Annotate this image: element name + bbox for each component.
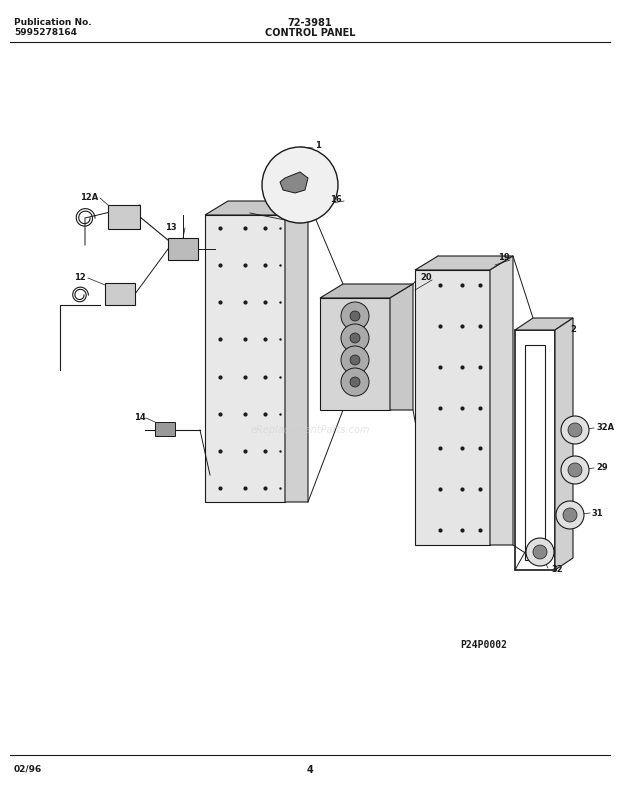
Text: 12A: 12A xyxy=(80,194,98,202)
Circle shape xyxy=(568,463,582,477)
Polygon shape xyxy=(415,256,513,270)
Text: 16: 16 xyxy=(330,195,342,205)
Polygon shape xyxy=(320,284,413,298)
Polygon shape xyxy=(320,298,390,410)
Circle shape xyxy=(350,377,360,387)
Text: 12: 12 xyxy=(74,274,86,282)
Text: P24P0002: P24P0002 xyxy=(460,640,507,650)
Text: 19: 19 xyxy=(498,253,510,263)
Polygon shape xyxy=(205,215,285,502)
Polygon shape xyxy=(205,201,308,215)
Circle shape xyxy=(341,302,369,330)
Text: 13: 13 xyxy=(165,224,177,233)
Text: Publication No.: Publication No. xyxy=(14,18,92,27)
Circle shape xyxy=(350,311,360,321)
Bar xyxy=(168,238,198,260)
Text: 4: 4 xyxy=(307,765,313,775)
Polygon shape xyxy=(490,256,513,545)
Text: eReplacementParts.com: eReplacementParts.com xyxy=(250,425,370,435)
Circle shape xyxy=(350,333,360,343)
Bar xyxy=(155,422,175,436)
Polygon shape xyxy=(555,318,573,570)
Text: 31: 31 xyxy=(591,509,603,517)
Circle shape xyxy=(262,147,338,223)
Text: 32: 32 xyxy=(551,566,562,574)
Circle shape xyxy=(568,423,582,437)
Polygon shape xyxy=(515,318,573,330)
Circle shape xyxy=(561,416,589,444)
Bar xyxy=(108,205,140,229)
Circle shape xyxy=(526,538,554,566)
Polygon shape xyxy=(280,172,308,193)
Circle shape xyxy=(556,501,584,529)
Text: 29: 29 xyxy=(596,464,608,472)
Circle shape xyxy=(341,368,369,396)
Text: 5995278164: 5995278164 xyxy=(14,28,77,37)
Polygon shape xyxy=(285,201,308,502)
Text: 02/96: 02/96 xyxy=(14,765,42,774)
Text: CONTROL PANEL: CONTROL PANEL xyxy=(265,28,355,38)
Text: 14: 14 xyxy=(134,414,146,422)
Text: 72-3981: 72-3981 xyxy=(288,18,332,28)
Polygon shape xyxy=(390,284,413,410)
Text: 20: 20 xyxy=(420,274,432,282)
Text: 2: 2 xyxy=(570,326,576,335)
Circle shape xyxy=(533,545,547,559)
Circle shape xyxy=(563,508,577,522)
Text: 1: 1 xyxy=(315,141,321,149)
Bar xyxy=(105,283,135,305)
Circle shape xyxy=(341,324,369,352)
Circle shape xyxy=(341,346,369,374)
Circle shape xyxy=(350,355,360,365)
Circle shape xyxy=(561,456,589,484)
Polygon shape xyxy=(525,345,545,560)
Text: 32A: 32A xyxy=(596,423,614,433)
Polygon shape xyxy=(415,270,490,545)
